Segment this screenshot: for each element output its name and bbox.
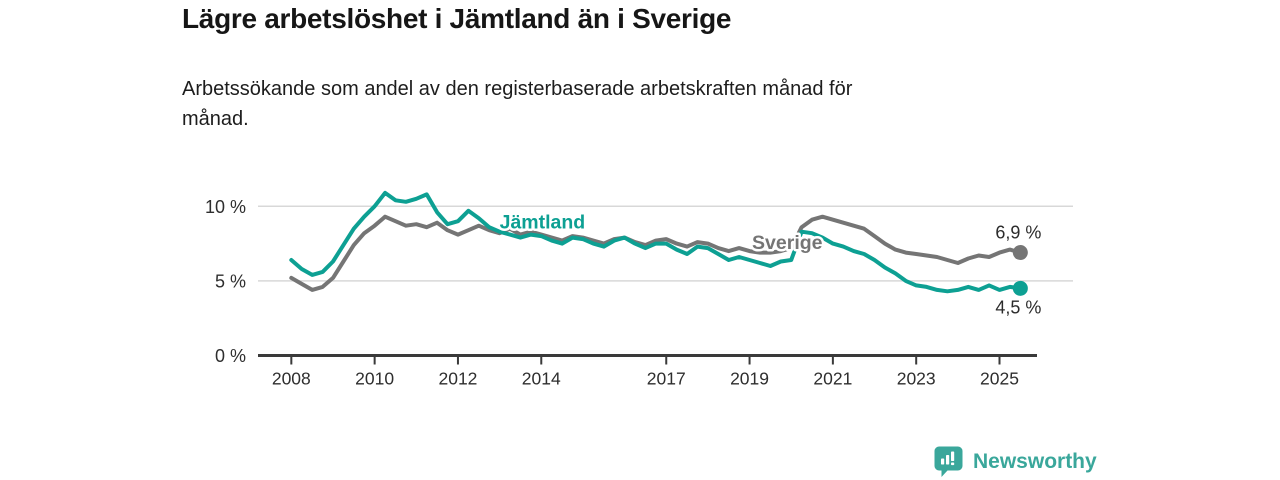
end-value-label-sverige: 6,9 %: [995, 223, 1041, 243]
series-line-sverige: [289, 214, 1023, 292]
subtitle-line-2: månad.: [182, 108, 249, 130]
series-line-jämtland: [289, 190, 1023, 294]
x-tick-label: 2010: [355, 369, 394, 389]
y-tick-label: 10 %: [205, 197, 246, 217]
x-tick-label: 2023: [897, 369, 936, 389]
y-tick-label: 5 %: [215, 271, 246, 291]
newsworthy-brand-text: Newsworthy: [973, 449, 1097, 473]
x-tick-label: 2014: [522, 369, 561, 389]
subtitle-line-1: Arbetssökande som andel av den registerb…: [182, 78, 853, 100]
x-tick-label: 2025: [980, 369, 1019, 389]
series-label-jämtland: Jämtland: [500, 212, 586, 234]
bar-small: [941, 458, 945, 465]
bar-exclamation: [951, 451, 955, 461]
bar-chart-bubble-icon: [934, 446, 963, 477]
bar-medium: [946, 455, 950, 465]
x-tick-label: 2021: [813, 369, 852, 389]
end-value-label-jämtland: 4,5 %: [995, 297, 1041, 317]
y-tick-label: 0 %: [215, 346, 246, 366]
end-dot-jämtland: [1012, 280, 1028, 296]
x-tick-label: 2019: [730, 369, 769, 389]
x-tick-label: 2008: [272, 369, 311, 389]
chart-subtitle: Arbetssökande som andel av den registerb…: [182, 74, 852, 134]
x-tick-label: 2017: [647, 369, 686, 389]
series-label-sverige: Sverige: [752, 232, 823, 254]
end-dot-sverige: [1012, 245, 1028, 261]
x-tick-label: 2012: [438, 369, 477, 389]
page-title: Lägre arbetslöshet i Jämtland än i Sveri…: [182, 3, 732, 34]
exclamation-dot: [951, 462, 955, 466]
newsworthy-logo: Newsworthy: [933, 445, 1097, 478]
